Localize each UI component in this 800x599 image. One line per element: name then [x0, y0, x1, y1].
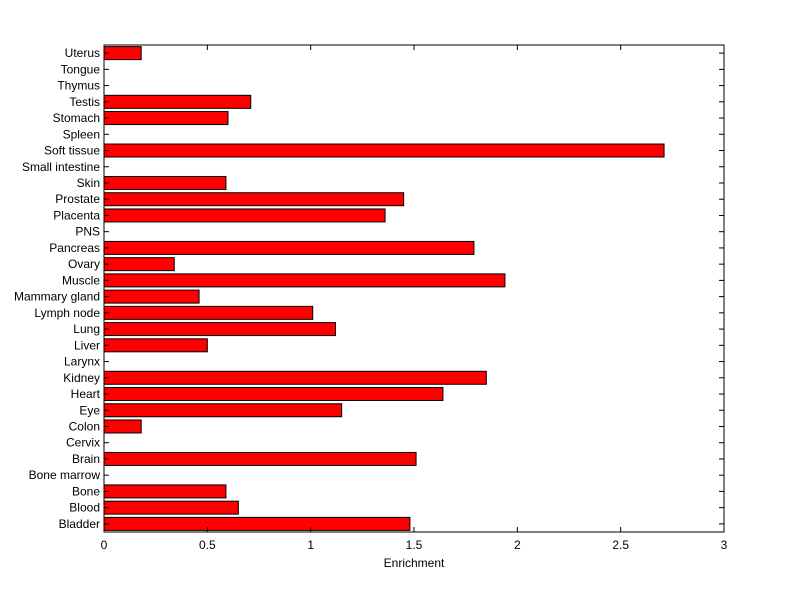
- bar-testis: [103, 94, 252, 109]
- y-tick-label-kidney: Kidney: [63, 371, 100, 385]
- y-tick-label-larynx: Larynx: [64, 355, 100, 369]
- y-tick-label-skin: Skin: [77, 176, 100, 190]
- x-tick-label: 0: [101, 538, 108, 552]
- y-tick-label-muscle: Muscle: [62, 273, 100, 287]
- plot-area: [104, 45, 724, 532]
- y-tick-label-mammary-gland: Mammary gland: [14, 290, 100, 304]
- bar-prostate: [103, 192, 405, 207]
- y-tick-label-stomach: Stomach: [53, 111, 100, 125]
- y-tick-label-prostate: Prostate: [55, 192, 100, 206]
- y-tick-label-colon: Colon: [69, 419, 100, 433]
- bar-liver: [103, 338, 208, 353]
- y-tick-label-eye: Eye: [79, 403, 100, 417]
- y-tick-label-bone: Bone: [72, 484, 100, 498]
- y-tick-label-heart: Heart: [71, 387, 101, 401]
- y-tick-label-thymus: Thymus: [57, 79, 100, 93]
- bar-stomach: [103, 111, 229, 126]
- x-tick-label: 3: [721, 538, 728, 552]
- y-tick-label-bladder: Bladder: [59, 517, 100, 531]
- x-tick-label: 1: [307, 538, 314, 552]
- x-tick-label: 0.5: [199, 538, 216, 552]
- y-tick-label-pancreas: Pancreas: [49, 241, 100, 255]
- bar-blood: [103, 500, 239, 515]
- x-tick-label: 2.5: [612, 538, 629, 552]
- y-ticks-group: Bladder Blood Bone Bone marrow Brain Cervix Co…: [14, 46, 724, 531]
- y-tick-label-placenta: Placenta: [53, 208, 100, 222]
- y-tick-label-cervix: Cervix: [66, 436, 100, 450]
- plot-frame: [103, 44, 725, 533]
- y-tick-label-soft-tissue: Soft tissue: [44, 144, 100, 158]
- bar-kidney: [103, 370, 487, 385]
- bar-colon: [103, 419, 142, 434]
- y-tick-label-lymph-node: Lymph node: [34, 306, 100, 320]
- bar-pancreas: [103, 240, 475, 255]
- y-tick-label-tongue: Tongue: [61, 62, 101, 76]
- bar-lymph-node: [103, 305, 314, 320]
- y-tick-label-uterus: Uterus: [65, 46, 100, 60]
- y-tick-label-brain: Brain: [72, 452, 100, 466]
- y-tick-label-bone-marrow: Bone marrow: [29, 468, 101, 482]
- bar-muscle: [103, 273, 506, 288]
- bar-lung: [103, 322, 336, 337]
- bar-mammary-gland: [103, 289, 200, 304]
- bar-skin: [103, 175, 227, 190]
- bar-placenta: [103, 208, 386, 223]
- x-axis-label: Enrichment: [384, 556, 445, 570]
- bar-uterus: [103, 46, 142, 61]
- bar-bone: [103, 484, 227, 499]
- y-tick-label-testis: Testis: [69, 95, 100, 109]
- bar-bladder: [103, 516, 411, 531]
- y-tick-label-ovary: Ovary: [68, 257, 100, 271]
- bar-brain: [103, 451, 417, 466]
- bar-eye: [103, 403, 343, 418]
- y-tick-label-pns: PNS: [75, 225, 100, 239]
- y-tick-label-lung: Lung: [73, 322, 100, 336]
- y-tick-label-spleen: Spleen: [63, 127, 100, 141]
- bar-ovary: [103, 257, 175, 272]
- y-tick-label-liver: Liver: [74, 338, 100, 352]
- y-tick-label-small-intestine: Small intestine: [22, 160, 100, 174]
- bar-soft-tissue: [103, 143, 665, 158]
- x-tick-label: 1.5: [406, 538, 423, 552]
- bar-heart: [103, 387, 444, 402]
- x-tick-label: 2: [514, 538, 521, 552]
- y-tick-label-blood: Blood: [69, 501, 100, 515]
